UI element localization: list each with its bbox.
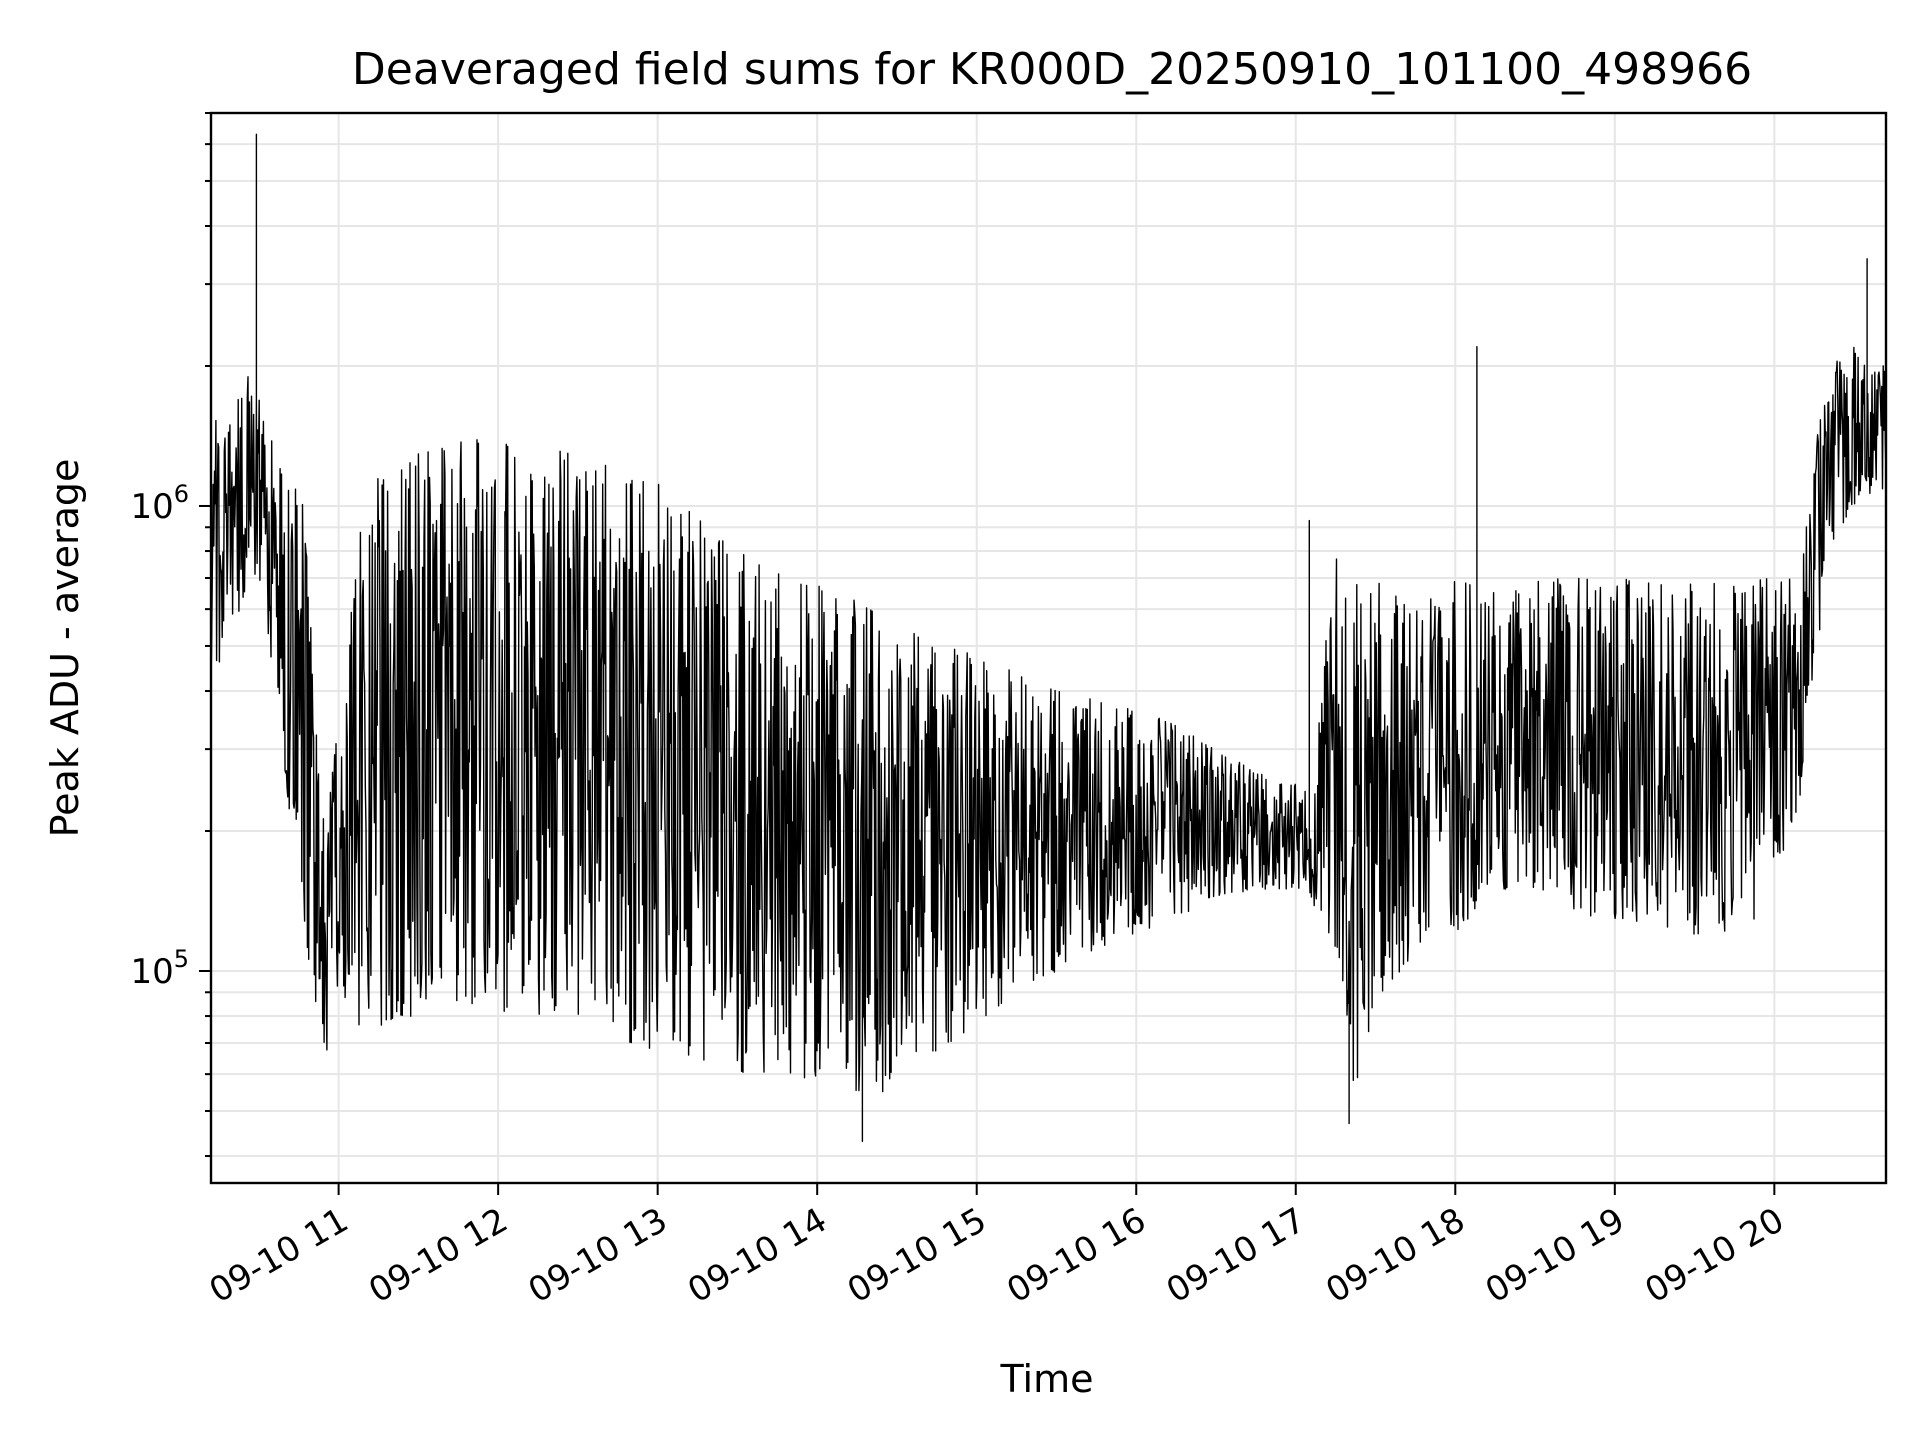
y-tick-base: 10	[130, 487, 173, 527]
y-tick-base: 10	[130, 952, 173, 992]
y-axis-label: Peak ADU - average	[43, 459, 87, 838]
chart-title: Deaveraged field sums for KR000D_2025091…	[352, 44, 1752, 95]
series-line	[210, 133, 1887, 1143]
y-tick-label: 105	[130, 945, 189, 992]
series-layer	[210, 133, 1887, 1143]
plot-frame	[209, 111, 1888, 1185]
x-axis-label: Time	[1000, 1357, 1094, 1401]
y-tick-exponent: 6	[174, 480, 189, 508]
y-tick-label: 106	[130, 480, 189, 527]
y-tick-exponent: 5	[174, 945, 189, 973]
